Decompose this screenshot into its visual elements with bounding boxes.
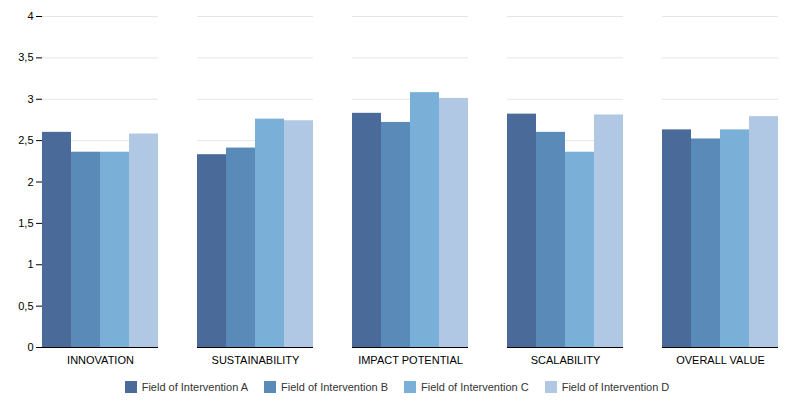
svg-text:IMPACT POTENTIAL: IMPACT POTENTIAL — [358, 354, 463, 366]
svg-text:SCALABILITY: SCALABILITY — [531, 354, 601, 366]
svg-text:3,5: 3,5 — [18, 51, 33, 63]
svg-text:3: 3 — [27, 93, 33, 105]
html-text:Field of Intervention B: Field of Intervention B — [281, 381, 389, 393]
svg-text:4: 4 — [27, 10, 33, 22]
svg-text:1: 1 — [27, 258, 33, 270]
svg-text:2,5: 2,5 — [18, 134, 33, 146]
svg-text:OVERALL VALUE: OVERALL VALUE — [676, 354, 765, 366]
svg-text:0: 0 — [27, 341, 33, 353]
svg-text:2: 2 — [27, 176, 33, 188]
svg-text:INNOVATION: INNOVATION — [67, 354, 134, 366]
svg-text:SUSTAINABILITY: SUSTAINABILITY — [212, 354, 300, 366]
html-text:Field of Intervention C: Field of Intervention C — [421, 381, 529, 393]
svg-text:1,5: 1,5 — [18, 217, 33, 229]
html-text:Field of Intervention A: Field of Intervention A — [141, 381, 249, 393]
svg-text:0,5: 0,5 — [18, 300, 33, 312]
html-text:Field of Intervention D: Field of Intervention D — [561, 381, 670, 393]
